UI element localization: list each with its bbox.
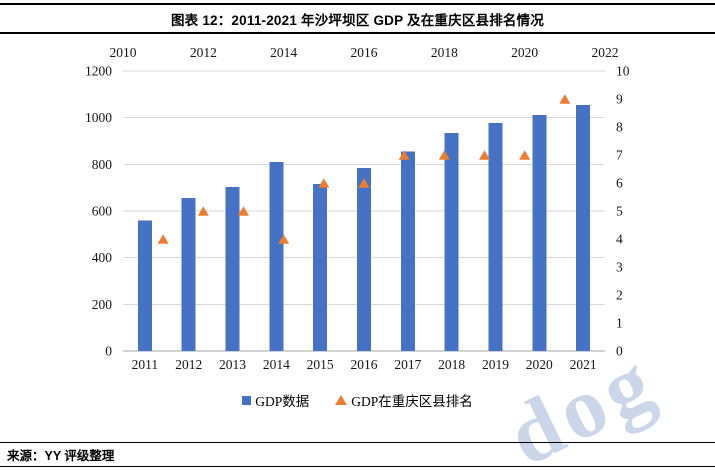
bar-2018: [444, 132, 459, 351]
rank-marker-2012: [197, 206, 209, 216]
bar-2020: [532, 114, 547, 351]
source-label: 来源：YY 评级整理: [7, 449, 115, 463]
left-tick-1200: 1200: [85, 64, 112, 79]
legend-item-gdp: GDP数据: [242, 390, 309, 410]
category-label-2021: 2021: [570, 357, 597, 372]
right-tick-8: 8: [616, 120, 623, 135]
top-tick-2018: 2018: [431, 45, 458, 60]
rank-marker-2015: [318, 178, 330, 188]
chart-legend: GDP数据 GDP在重庆区县排名: [0, 390, 715, 410]
right-tick-7: 7: [616, 148, 623, 163]
chart-title-bar: 图表 12：2011-2021 年沙坪坝区 GDP 及在重庆区县排名情况: [0, 3, 715, 34]
legend-square-icon: [242, 395, 252, 405]
rank-marker-2020: [519, 150, 531, 160]
category-label-2016: 2016: [351, 357, 378, 372]
top-tick-2016: 2016: [351, 45, 378, 60]
source-bar: 来源：YY 评级整理: [0, 442, 715, 467]
top-tick-2020: 2020: [511, 45, 538, 60]
right-tick-9: 9: [616, 92, 623, 107]
bar-2012: [181, 198, 196, 351]
rank-marker-2016: [358, 178, 370, 188]
left-tick-400: 400: [92, 250, 113, 265]
category-label-2018: 2018: [438, 357, 465, 372]
legend-item-rank: GDP在重庆区县排名: [335, 390, 473, 410]
right-tick-3: 3: [616, 260, 623, 275]
rank-marker-2021: [559, 94, 571, 104]
bar-2019: [488, 123, 503, 352]
legend-label-rank: GDP在重庆区县排名: [351, 394, 473, 409]
bar-2016: [357, 167, 371, 351]
top-tick-2012: 2012: [190, 45, 217, 60]
right-tick-1: 1: [616, 316, 623, 331]
legend-label-gdp: GDP数据: [255, 394, 310, 409]
right-tick-2: 2: [616, 288, 623, 303]
left-tick-1000: 1000: [85, 110, 112, 125]
bar-2013: [225, 186, 240, 351]
rank-marker-2013: [238, 206, 249, 216]
rank-marker-2018: [438, 150, 450, 160]
bar-2014: [269, 162, 284, 351]
chart-title: 图表 12：2011-2021 年沙坪坝区 GDP 及在重庆区县排名情况: [170, 12, 545, 28]
rank-marker-2019: [479, 150, 490, 160]
right-tick-4: 4: [616, 232, 623, 247]
right-tick-6: 6: [616, 176, 623, 191]
top-tick-2014: 2014: [270, 45, 297, 60]
bar-2011: [137, 220, 152, 351]
left-tick-600: 600: [92, 204, 113, 219]
left-tick-0: 0: [105, 344, 112, 359]
top-tick-2022: 2022: [592, 45, 619, 60]
category-label-2014: 2014: [263, 357, 290, 372]
category-label-2019: 2019: [482, 357, 509, 372]
left-tick-200: 200: [92, 297, 113, 312]
top-tick-2010: 2010: [110, 45, 137, 60]
category-label-2015: 2015: [307, 357, 334, 372]
category-label-2012: 2012: [175, 357, 202, 372]
category-label-2020: 2020: [526, 357, 553, 372]
right-tick-0: 0: [616, 344, 623, 359]
bar-2021: [576, 104, 591, 351]
left-tick-800: 800: [92, 157, 113, 172]
right-tick-10: 10: [616, 64, 630, 79]
legend-triangle-icon: [335, 395, 348, 405]
bar-2017: [400, 151, 415, 351]
bar-2015: [313, 184, 328, 351]
right-tick-5: 5: [616, 204, 623, 219]
category-label-2013: 2013: [219, 357, 246, 372]
rank-marker-2011: [157, 234, 169, 244]
category-label-2011: 2011: [132, 357, 159, 372]
category-label-2017: 2017: [394, 357, 421, 372]
rank-marker-2017: [398, 150, 410, 160]
rank-marker-2014: [278, 234, 290, 244]
